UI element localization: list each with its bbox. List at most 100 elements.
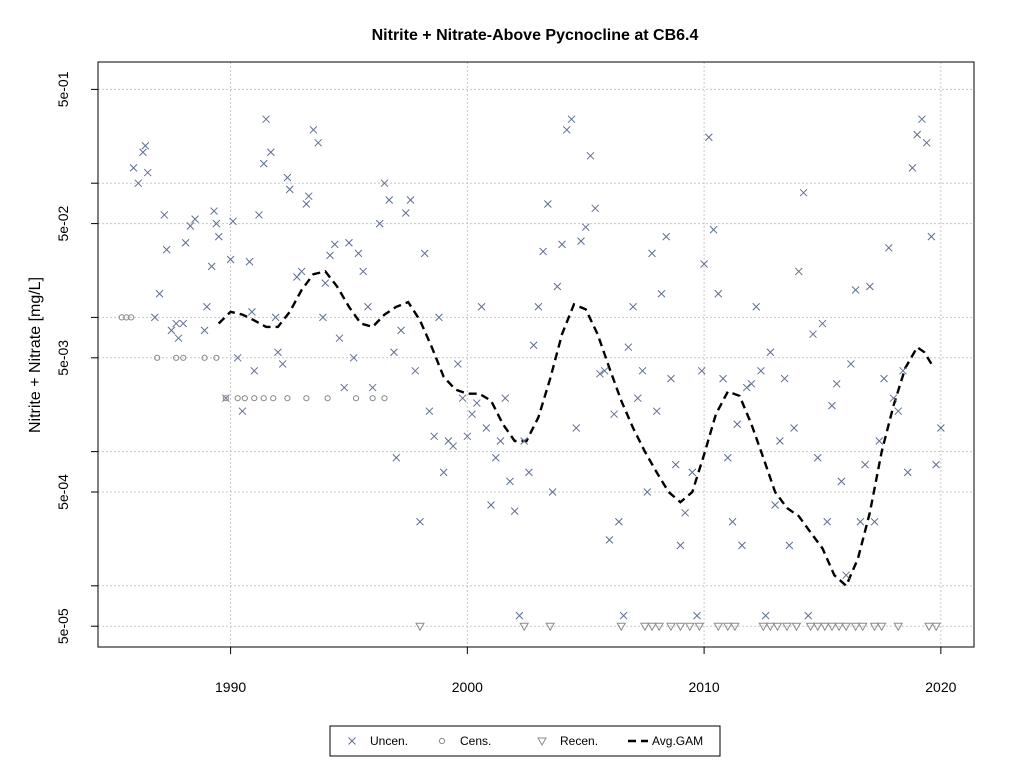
uncen-point bbox=[416, 517, 424, 526]
grid-lines bbox=[98, 62, 974, 647]
uncen-point bbox=[842, 571, 851, 580]
uncen-point bbox=[354, 249, 363, 258]
uncen-point bbox=[875, 437, 884, 445]
uncen-point bbox=[600, 366, 609, 375]
uncen-point bbox=[401, 209, 410, 217]
cens-point bbox=[381, 395, 388, 402]
uncen-point bbox=[937, 424, 945, 432]
cens-point bbox=[324, 395, 331, 402]
uncen-point bbox=[558, 240, 566, 249]
x-tick-label: 2020 bbox=[925, 679, 956, 695]
cens-point bbox=[251, 395, 258, 402]
uncen-point bbox=[510, 507, 519, 516]
uncen-point bbox=[709, 225, 718, 234]
uncen-point bbox=[652, 407, 661, 416]
uncen-point bbox=[191, 215, 199, 223]
recen-point bbox=[924, 622, 934, 632]
uncen-point bbox=[501, 394, 510, 403]
uncen-point bbox=[255, 211, 263, 219]
uncen-point bbox=[908, 164, 917, 172]
recen-point bbox=[772, 622, 783, 632]
uncen-point bbox=[155, 289, 164, 298]
uncen-point bbox=[229, 217, 237, 226]
recen-point bbox=[685, 622, 695, 632]
recen-point bbox=[876, 622, 887, 632]
uncen-point bbox=[375, 219, 384, 228]
uncen-point bbox=[297, 267, 306, 276]
recen-point bbox=[841, 622, 852, 632]
uncen-point bbox=[330, 240, 339, 249]
uncen-point bbox=[648, 249, 656, 258]
uncen-point bbox=[780, 374, 789, 383]
uncen-point bbox=[274, 348, 282, 357]
uncen-point bbox=[221, 394, 230, 403]
cens-point bbox=[201, 354, 208, 361]
uncen-point bbox=[491, 453, 500, 462]
uncen-point bbox=[543, 200, 552, 208]
uncen-point bbox=[785, 541, 794, 550]
legend-symbol bbox=[348, 737, 356, 745]
uncen-point bbox=[167, 326, 176, 335]
uncen-point bbox=[870, 517, 879, 526]
uncen-point bbox=[458, 394, 467, 403]
uncen-point bbox=[368, 383, 377, 392]
uncen-point bbox=[482, 424, 491, 432]
uncen-point bbox=[406, 196, 415, 204]
uncen-point bbox=[719, 374, 727, 383]
uncen-point bbox=[577, 237, 585, 246]
cens-point bbox=[241, 395, 248, 402]
uncen-point bbox=[172, 319, 180, 328]
uncen-point bbox=[581, 223, 590, 232]
uncen-point bbox=[861, 460, 869, 469]
recen-point bbox=[805, 622, 816, 632]
uncen-point bbox=[529, 341, 538, 350]
recen-point bbox=[694, 622, 705, 632]
uncen-point bbox=[233, 353, 242, 362]
uncen-point bbox=[847, 360, 855, 368]
recen-point bbox=[782, 622, 792, 632]
legend-item: Cens. bbox=[438, 734, 491, 748]
uncen-point bbox=[314, 138, 323, 147]
uncen-point bbox=[143, 168, 152, 177]
cens-point bbox=[213, 354, 220, 361]
uncen-point bbox=[610, 410, 618, 419]
uncen-point bbox=[248, 307, 256, 316]
uncen-point bbox=[596, 369, 604, 378]
uncen-point bbox=[804, 611, 813, 620]
plot-frame bbox=[97, 61, 975, 648]
uncen-point bbox=[927, 232, 936, 241]
recen-point bbox=[519, 622, 530, 632]
uncen-point bbox=[809, 330, 817, 339]
y-axis-label: Nitrite + Nitrate [mg/L] bbox=[27, 277, 44, 433]
uncen-point bbox=[411, 366, 420, 375]
uncen-point bbox=[851, 286, 860, 294]
uncen-point bbox=[615, 517, 623, 526]
uncen-point bbox=[309, 125, 318, 134]
uncen-point bbox=[392, 453, 401, 462]
uncen-point bbox=[238, 407, 247, 416]
uncen-point bbox=[134, 179, 143, 188]
legend: Uncen. Cens. Recen. Avg.GAM bbox=[329, 725, 721, 757]
legend-label: Cens. bbox=[460, 734, 491, 748]
legend-label: Recen. bbox=[560, 734, 598, 748]
cens-point bbox=[180, 354, 187, 361]
recen-point bbox=[713, 622, 724, 632]
uncen-point bbox=[345, 238, 353, 247]
recen-point bbox=[850, 622, 861, 632]
uncen-point bbox=[790, 424, 798, 432]
recen-point bbox=[640, 622, 650, 632]
uncen-point bbox=[913, 130, 922, 139]
recen-point bbox=[616, 622, 627, 632]
uncen-point bbox=[757, 366, 765, 375]
recen-point bbox=[827, 622, 837, 632]
legend-item: Uncen. bbox=[348, 734, 408, 748]
uncen-point bbox=[889, 394, 898, 403]
cens-point bbox=[173, 354, 180, 361]
uncen-point bbox=[629, 302, 637, 311]
recen-point bbox=[819, 622, 830, 632]
uncen-point bbox=[766, 348, 775, 357]
legend-symbol bbox=[537, 737, 547, 747]
uncen-point bbox=[693, 611, 701, 620]
uncen-point bbox=[752, 302, 761, 311]
uncen-point bbox=[591, 204, 600, 213]
